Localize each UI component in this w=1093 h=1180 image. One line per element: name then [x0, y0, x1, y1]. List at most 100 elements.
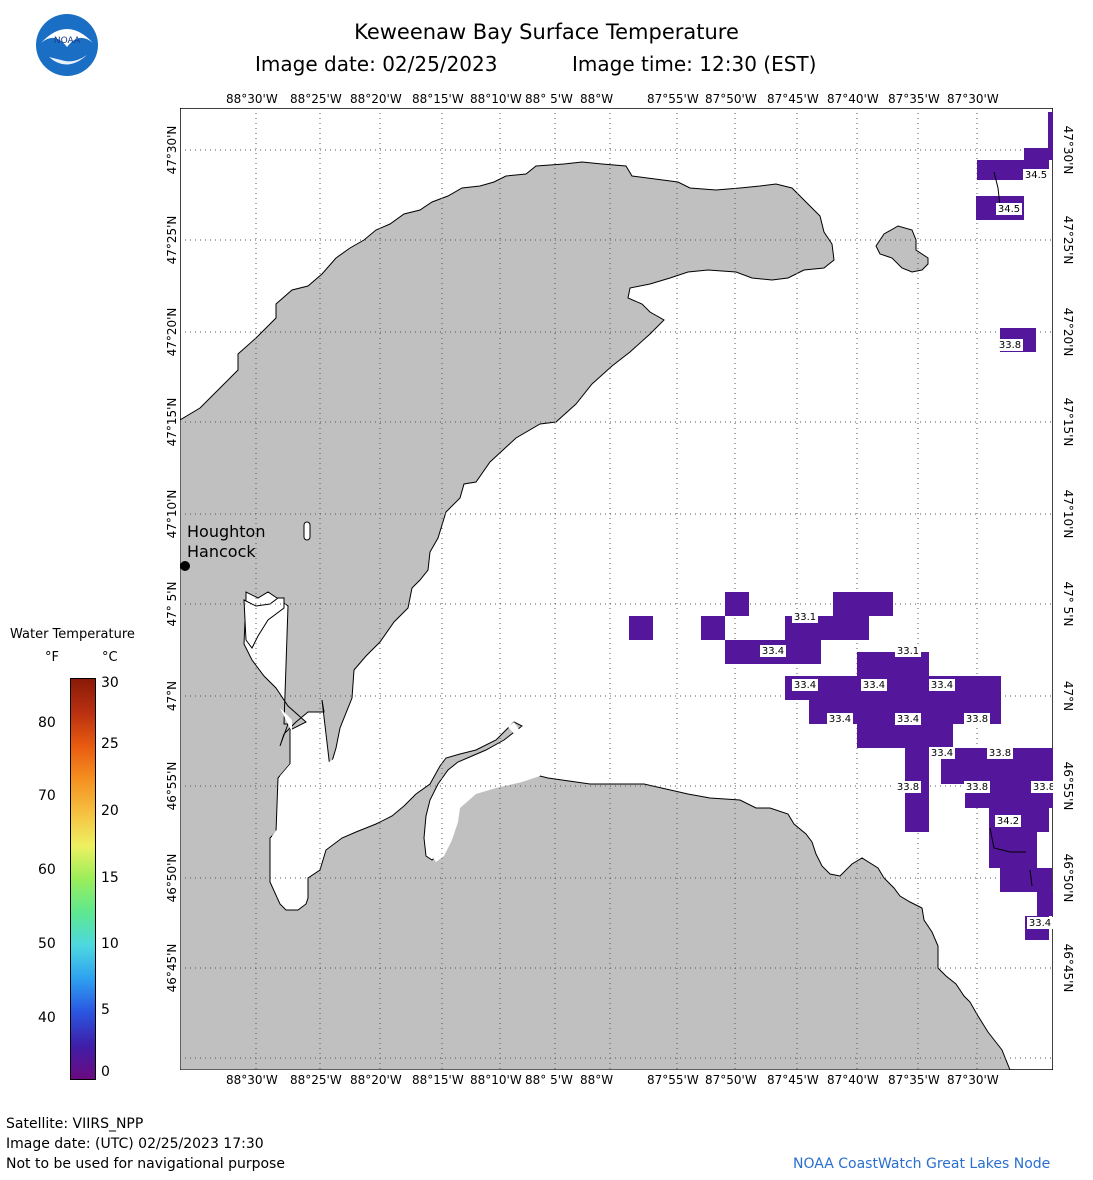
longitude-label: 87°40'W — [827, 92, 879, 106]
longitude-label: 88°W — [580, 92, 614, 106]
svg-text:33.1: 33.1 — [897, 646, 919, 657]
temperature-label: 33.4 — [827, 713, 853, 725]
temperature-label: 33.8 — [997, 339, 1023, 351]
temperature-label: 33.8 — [987, 747, 1013, 759]
image-date: Image date: 02/25/2023 — [255, 52, 498, 76]
longitude-label: 87°40'W — [827, 1073, 879, 1087]
longitude-label: 87°35'W — [888, 92, 940, 106]
graticule — [180, 108, 1053, 1070]
longitude-label: 88°15'W — [412, 1073, 464, 1087]
longitude-label: 87°45'W — [767, 1073, 819, 1087]
svg-text:33.4: 33.4 — [897, 714, 919, 725]
latitude-label: 47°20'N — [1061, 307, 1075, 357]
legend-tick-f: 80 — [38, 715, 56, 731]
legend-tick-c: 20 — [101, 803, 119, 819]
temperature-label: 33.4 — [929, 747, 955, 759]
svg-text:33.4: 33.4 — [794, 680, 816, 691]
map-area: 34.5 34.5 33.8 33.1 33.4 33.1 33.4 33.4 33.4 33.4… — [180, 108, 1053, 1070]
image-time: Image time: 12:30 (EST) — [572, 52, 817, 76]
legend-tick-c: 5 — [101, 1002, 110, 1018]
temperature-label: 33.8 — [1031, 781, 1053, 793]
longitude-label: 87°50'W — [705, 92, 757, 106]
longitude-label: 88° 5'W — [525, 1073, 573, 1087]
latitude-label: 46°50'N — [1061, 853, 1075, 903]
longitude-label: 87°55'W — [647, 1073, 699, 1087]
legend-tick-c: 25 — [101, 736, 119, 752]
latitude-label: 47°15'N — [1061, 397, 1075, 447]
temperature-label: 34.5 — [996, 203, 1022, 215]
temperature-label: 34.2 — [995, 815, 1021, 827]
longitude-label: 87°45'W — [767, 92, 819, 106]
city-label-houghton: Houghton — [187, 522, 266, 541]
longitude-label: 88°30'W — [226, 1073, 278, 1087]
small-lake — [303, 521, 311, 541]
svg-text:33.4: 33.4 — [762, 646, 784, 657]
temperature-label: 33.8 — [964, 781, 990, 793]
land-island-manitou — [875, 225, 929, 273]
footer-credit: NOAA CoastWatch Great Lakes Node — [793, 1156, 1051, 1172]
latitude-label: 47°N — [1061, 680, 1075, 712]
temperature-label: 33.1 — [792, 611, 818, 623]
temperature-label: 33.4 — [1027, 917, 1053, 929]
latitude-label: 46°45'N — [165, 943, 179, 993]
svg-text:33.4: 33.4 — [863, 680, 885, 691]
latitude-label: 47°25'N — [165, 215, 179, 265]
longitude-label: 88°20'W — [350, 92, 402, 106]
latitude-label: 46°45'N — [1061, 943, 1075, 993]
longitude-label: 88°15'W — [412, 92, 464, 106]
legend-tick-c: 15 — [101, 870, 119, 886]
longitude-label: 87°30'W — [947, 92, 999, 106]
svg-text:34.5: 34.5 — [998, 204, 1020, 215]
temperature-label: 33.4 — [895, 713, 921, 725]
footer-utc-date: Image date: (UTC) 02/25/2023 17:30 — [6, 1136, 264, 1152]
page-title: Keweenaw Bay Surface Temperature — [354, 20, 739, 44]
latitude-label: 46°55'N — [165, 761, 179, 811]
svg-text:33.4: 33.4 — [829, 714, 851, 725]
legend-title: Water Temperature — [10, 627, 135, 642]
longitude-label: 88°30'W — [226, 92, 278, 106]
svg-text:33.4: 33.4 — [931, 748, 953, 759]
latitude-label: 47° 5'N — [1061, 581, 1075, 627]
longitude-label: 88°20'W — [350, 1073, 402, 1087]
legend-tick-c: 0 — [101, 1064, 110, 1080]
legend-tick-f: 70 — [38, 788, 56, 804]
longitude-label: 87°50'W — [705, 1073, 757, 1087]
longitude-label: 88°W — [580, 1073, 614, 1087]
temperature-labels: 34.5 34.5 33.8 33.1 33.4 33.1 33.4 33.4 33.4 33.4… — [760, 169, 1053, 929]
latitude-label: 46°50'N — [165, 853, 179, 903]
svg-text:33.1: 33.1 — [794, 612, 816, 623]
temperature-label: 33.4 — [861, 679, 887, 691]
noaa-logo: NOAA — [35, 13, 99, 77]
svg-text:33.4: 33.4 — [1029, 918, 1051, 929]
temperature-label: 34.5 — [1023, 169, 1049, 181]
legend-unit-fahrenheit: °F — [45, 650, 59, 665]
latitude-label: 47°30'N — [165, 125, 179, 175]
longitude-label: 88°25'W — [290, 92, 342, 106]
longitude-label: 88°10'W — [470, 92, 522, 106]
latitude-label: 47°20'N — [165, 307, 179, 357]
longitude-label: 87°35'W — [888, 1073, 940, 1087]
svg-text:33.8: 33.8 — [966, 782, 988, 793]
temperature-label: 33.4 — [929, 679, 955, 691]
svg-text:34.5: 34.5 — [1025, 170, 1047, 181]
legend-tick-c: 30 — [101, 675, 119, 691]
latitude-label: 47°10'N — [1061, 489, 1075, 539]
svg-text:33.8: 33.8 — [1033, 782, 1053, 793]
noaa-logo-text: NOAA — [54, 36, 81, 46]
latitude-label: 47°25'N — [1061, 215, 1075, 265]
longitude-label: 88° 5'W — [525, 92, 573, 106]
latitude-label: 47° 5'N — [165, 581, 179, 627]
temperature-label: 33.1 — [895, 645, 921, 657]
legend-tick-c: 10 — [101, 936, 119, 952]
temperature-label: 33.4 — [792, 679, 818, 691]
svg-text:34.2: 34.2 — [997, 816, 1019, 827]
legend-tick-f: 60 — [38, 862, 56, 878]
temperature-label: 33.4 — [760, 645, 786, 657]
latitude-label: 47°30'N — [1061, 125, 1075, 175]
svg-text:33.8: 33.8 — [989, 748, 1011, 759]
longitude-label: 88°25'W — [290, 1073, 342, 1087]
water-inlet-portage — [243, 597, 285, 649]
water-inlet-south — [272, 698, 540, 906]
legend-tick-f: 40 — [38, 1010, 56, 1026]
legend-unit-celsius: °C — [102, 650, 118, 665]
